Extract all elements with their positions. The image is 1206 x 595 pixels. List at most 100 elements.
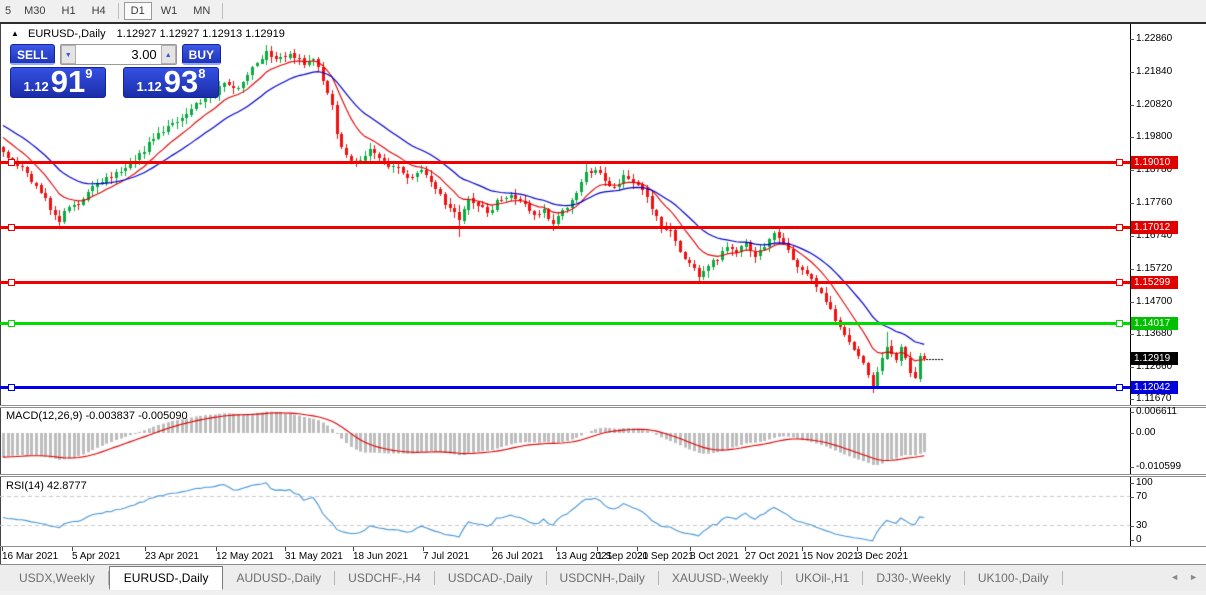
line-handle[interactable] [8,383,15,391]
tab-scroll-right-icon[interactable]: ► [1189,572,1198,582]
line-handle[interactable] [1116,383,1123,391]
tab-uk100-daily[interactable]: UK100-,Daily [977,571,1049,585]
macd-axis-label: 0.00 [1136,427,1156,438]
timeframe-h1[interactable]: H1 [55,2,83,20]
tab-usdx-weekly[interactable]: USDX,Weekly [19,571,95,585]
rsi-indicator-canvas[interactable] [0,477,1130,546]
rsi-panel-splitter[interactable] [0,474,1206,477]
line-handle[interactable] [1116,278,1123,286]
volume-increase-icon[interactable]: ▲ [160,45,176,64]
line-handle[interactable] [8,223,15,231]
macd-panel-splitter[interactable] [0,405,1206,408]
price-axis-label: 1.13680 [1136,328,1173,340]
date-axis-label: 18 Jun 2021 [353,551,409,562]
tab-usdcad-daily[interactable]: USDCAD-,Daily [447,571,533,585]
date-axis-label: 15 Nov 2021 [802,551,859,562]
one-click-trade-widget: SELL ▼ ▲ BUY 1.12 91 9 1.12 93 8 [10,44,222,98]
date-axis-tick [597,547,598,551]
line-handle[interactable] [8,278,15,286]
date-axis-label: 3 Dec 2021 [857,551,909,562]
rsi-axis-tick [1130,497,1134,498]
price-axis-label: 1.18780 [1136,164,1173,176]
tab-usdcnh-daily[interactable]: USDCNH-,Daily [559,571,645,585]
price-axis-label: 1.20820 [1136,98,1173,110]
price-axis-tick [1130,137,1134,138]
rsi-axis-tick [1130,540,1134,541]
price-axis-tick [1130,203,1134,204]
date-axis-label: 7 Jul 2021 [423,551,470,562]
buy-button[interactable]: BUY [181,44,222,65]
date-axis-tick [802,547,803,551]
sell-price-button[interactable]: 1.12 91 9 [10,66,106,98]
tab-eurusd-daily[interactable]: EURUSD-,Daily [108,566,224,590]
date-axis-label: 8 Oct 2021 [690,551,739,562]
price-axis-tick [1130,236,1134,237]
price-axis-label: 1.11670 [1136,393,1172,404]
price-level-badge: 1.14017 [1131,316,1178,330]
price-axis-tick [1130,269,1134,270]
price-axis-label: 1.17760 [1136,197,1173,209]
horizontal-level-line[interactable] [0,225,1130,229]
date-axis-label: 23 Apr 2021 [145,551,199,562]
price-axis-label: 1.19800 [1136,131,1173,143]
volume-input[interactable] [75,45,161,64]
date-axis-tick [690,547,691,551]
tab-separator [334,571,336,585]
price-axis-label: 1.21840 [1136,65,1173,77]
price-axis-tick [1130,170,1134,171]
macd-axis-label: -0.010599 [1136,460,1182,472]
tab-ukoil-h1[interactable]: UKOil-,H1 [795,571,850,585]
timeframe-d1[interactable]: D1 [123,2,152,20]
trade-widget-price-row: 1.12 91 9 1.12 93 8 [10,66,219,98]
horizontal-level-line[interactable] [0,280,1130,284]
line-handle[interactable] [8,319,15,327]
macd-indicator-canvas[interactable] [0,408,1130,474]
tab-separator [545,571,547,585]
date-axis-tick [423,547,424,551]
rsi-axis-label: 0 [1136,534,1142,545]
timeframe-h4[interactable]: H4 [85,2,113,20]
line-handle[interactable] [1116,319,1123,327]
line-handle[interactable] [8,159,15,167]
rsi-label: RSI(14) 42.8777 [6,480,87,492]
volume-selector: ▼ ▲ [59,44,177,65]
price-axis-tick [1130,302,1134,303]
tab-separator [657,571,659,585]
line-handle[interactable] [1116,223,1123,231]
price-axis-tick [1130,399,1134,400]
date-axis-tick [900,547,901,551]
date-axis-label: 26 Jul 2021 [492,551,544,562]
tab-xauusd-weekly[interactable]: XAUUSD-,Weekly [671,571,769,585]
tab-audusd-daily[interactable]: AUDUSD-,Daily [236,571,322,585]
tab-separator [963,571,965,585]
date-axis-label: 1 Sep 2021 [597,551,649,562]
timeframe-m30[interactable]: M30 [17,2,52,20]
sell-button[interactable]: SELL [10,44,55,65]
rsi-axis-tick [1130,483,1134,484]
window-top-border [0,22,1206,24]
tab-usdchf-h4[interactable]: USDCHF-,H4 [348,571,421,585]
date-axis-label: 27 Oct 2021 [745,551,800,562]
tab-scroll-left-icon[interactable]: ◄ [1170,572,1180,582]
volume-decrease-icon[interactable]: ▼ [60,45,76,64]
price-level-badge: 1.17012 [1131,220,1178,234]
timeframe-mn[interactable]: MN [186,2,217,20]
date-axis-tick [353,547,354,551]
macd-axis-label: 0.006611 [1136,406,1177,417]
rsi-axis-tick [1130,526,1134,527]
date-axis-tick [492,547,493,551]
timeframe-w1[interactable]: W1 [154,2,185,20]
macd-axis-tick [1130,467,1134,468]
horizontal-level-line[interactable] [0,321,1130,325]
date-axis-tick [145,547,146,551]
horizontal-level-line[interactable] [0,161,1130,165]
buy-price-button[interactable]: 1.12 93 8 [123,66,219,98]
tab-separator [781,571,783,585]
timeframe-m5[interactable]: 5 [1,2,15,20]
tab-separator [433,571,435,585]
date-axis-tick [216,547,217,551]
line-handle[interactable] [1116,159,1123,167]
tab-dj30-weekly[interactable]: DJ30-,Weekly [876,571,951,585]
symbol-tab-bar: USDX,Weekly EURUSD-,Daily AUDUSD-,Daily … [0,564,1206,591]
horizontal-level-line[interactable] [0,385,1130,389]
